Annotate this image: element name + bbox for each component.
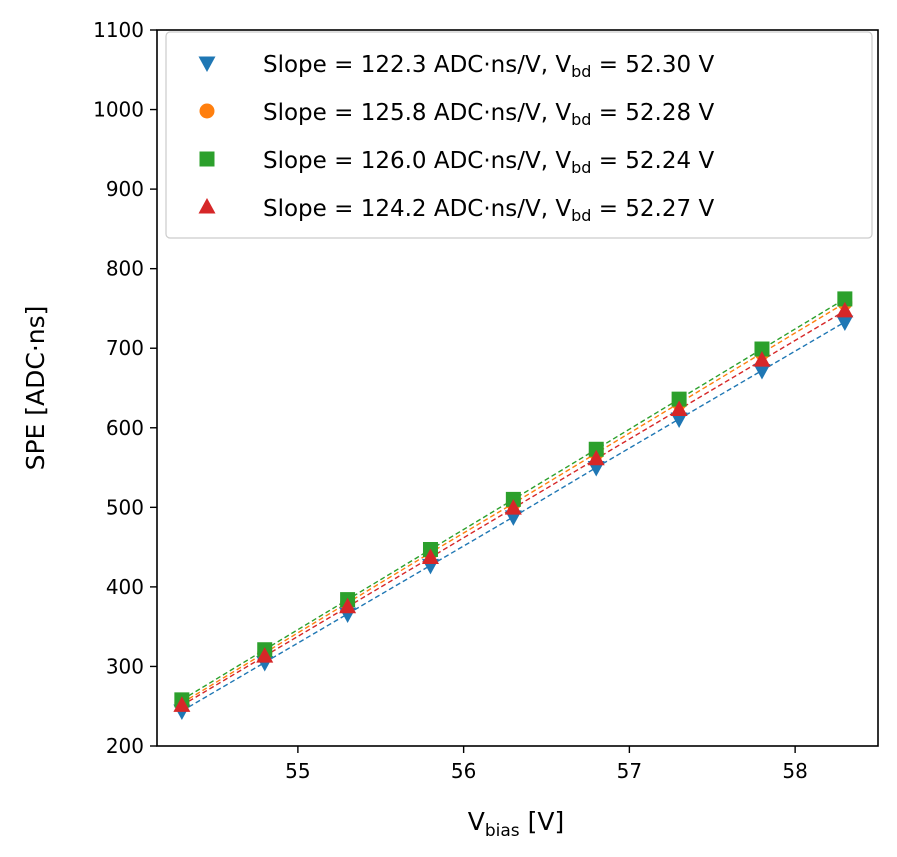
x-axis-title-unit: [V]	[520, 807, 565, 836]
data-point-series-3	[588, 441, 604, 457]
legend-label-prefix: Slope = 122.3 ADC·ns/V, V	[263, 52, 571, 78]
legend-label-prefix: Slope = 124.2 ADC·ns/V, V	[263, 196, 571, 222]
plot-frame	[156, 29, 879, 747]
legend-marker-series-1	[198, 56, 216, 72]
legend: Slope = 122.3 ADC·ns/V, Vbd = 52.30 VSlo…	[165, 31, 873, 239]
y-tick-label: 800	[106, 257, 144, 281]
legend-label-suffix: = 52.30 V	[591, 52, 714, 78]
data-point-series-3	[671, 391, 687, 407]
x-tick-label: 55	[285, 759, 310, 783]
legend-label-series-4: Slope = 124.2 ADC·ns/V, Vbd = 52.27 V	[263, 196, 714, 225]
data-point-series-4	[670, 400, 688, 416]
data-point-series-4	[339, 597, 357, 614]
y-axis: 200 300 400 500 600 700 800 900 1000 1100	[93, 18, 157, 758]
legend-box	[165, 31, 873, 239]
legend-label-sub: bd	[571, 158, 591, 177]
legend-label-suffix: = 52.27 V	[591, 196, 714, 222]
legend-label-sub: bd	[571, 206, 591, 225]
data-point-series-4	[504, 499, 522, 515]
x-axis-title-sub: bias	[485, 821, 520, 841]
x-axis-title-main: V	[468, 807, 485, 836]
legend-marker-series-2	[199, 103, 215, 119]
legend-label-prefix: Slope = 126.0 ADC·ns/V, V	[263, 148, 571, 174]
y-tick-label: 700	[106, 336, 144, 360]
y-tick-label: 400	[106, 575, 144, 599]
legend-label-sub: bd	[571, 110, 591, 129]
data-point-series-1	[753, 363, 771, 380]
data-point-series-4	[587, 449, 605, 466]
legend-marker-series-3	[199, 151, 215, 167]
y-tick-label: 900	[106, 177, 144, 201]
data-point-series-4	[836, 301, 854, 318]
x-tick-label: 56	[451, 759, 476, 783]
data-point-series-4	[256, 647, 274, 663]
x-tick-label: 58	[782, 759, 807, 783]
x-tick-label: 57	[617, 759, 642, 783]
legend-label-suffix: = 52.24 V	[591, 148, 714, 174]
data-point-series-1	[836, 315, 854, 331]
legend-label-sub: bd	[571, 62, 591, 81]
legend-label-series-1: Slope = 122.3 ADC·ns/V, Vbd = 52.30 V	[263, 52, 714, 81]
y-tick-label: 1100	[93, 18, 144, 42]
y-axis-title: SPE [ADC·ns]	[21, 306, 50, 471]
legend-marker-series-4	[198, 198, 216, 214]
data-point-series-4	[173, 696, 191, 712]
legend-label-series-3: Slope = 126.0 ADC·ns/V, Vbd = 52.24 V	[263, 148, 714, 177]
data-point-series-1	[670, 412, 688, 429]
data-point-series-4	[753, 351, 771, 367]
legend-label-suffix: = 52.28 V	[591, 100, 714, 126]
y-tick-label: 1000	[93, 98, 144, 122]
data-point-series-3	[754, 341, 770, 357]
data-point-series-4	[421, 548, 439, 564]
data-markers	[173, 291, 854, 720]
x-axis-title: Vbias [V]	[468, 807, 564, 841]
y-tick-label: 500	[106, 495, 144, 519]
y-tick-label: 200	[106, 734, 144, 758]
x-axis: 55 56 57 58	[285, 746, 808, 783]
y-tick-label: 600	[106, 416, 144, 440]
y-tick-label: 300	[106, 654, 144, 678]
legend-label-prefix: Slope = 125.8 ADC·ns/V, V	[263, 100, 571, 126]
legend-label-series-2: Slope = 125.8 ADC·ns/V, Vbd = 52.28 V	[263, 100, 714, 129]
data-point-series-3	[837, 291, 853, 307]
